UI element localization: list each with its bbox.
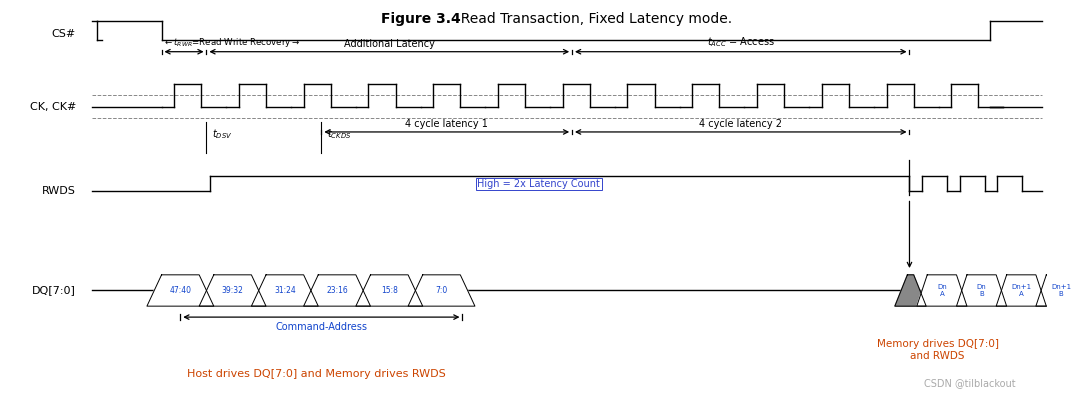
Text: Host drives DQ[7:0] and Memory drives RWDS: Host drives DQ[7:0] and Memory drives RW…	[186, 369, 446, 380]
Text: Memory drives DQ[7:0]
and RWDS: Memory drives DQ[7:0] and RWDS	[877, 339, 998, 361]
Text: 23:16: 23:16	[327, 286, 348, 295]
Text: RWDS: RWDS	[42, 186, 76, 196]
Text: 4 cycle latency 1: 4 cycle latency 1	[405, 119, 488, 129]
Polygon shape	[917, 275, 967, 306]
Text: Dn+1
A: Dn+1 A	[1011, 284, 1031, 297]
Polygon shape	[1036, 275, 1071, 306]
Polygon shape	[356, 275, 423, 306]
Text: CK, CK#: CK, CK#	[30, 102, 76, 112]
Text: Dn
A: Dn A	[937, 284, 947, 297]
Text: Dn+1
B: Dn+1 B	[1051, 284, 1071, 297]
Text: $t_{ACC}$ = Access: $t_{ACC}$ = Access	[707, 35, 774, 49]
Polygon shape	[996, 275, 1046, 306]
Text: 31:24: 31:24	[274, 286, 296, 295]
Text: Command-Address: Command-Address	[275, 322, 367, 332]
Text: 7:0: 7:0	[436, 286, 448, 295]
Polygon shape	[408, 275, 474, 306]
Text: $\leftarrow t_{RWR}$=Read Write Recovery$\rightarrow$: $\leftarrow t_{RWR}$=Read Write Recovery…	[163, 36, 300, 49]
Text: 47:40: 47:40	[169, 286, 192, 295]
Text: DQ[7:0]: DQ[7:0]	[32, 285, 76, 295]
Polygon shape	[956, 275, 1007, 306]
Text: $t_{CKDS}$: $t_{CKDS}$	[327, 128, 351, 141]
Text: Figure 3.4: Figure 3.4	[381, 12, 461, 26]
Text: CSDN @tilblackout: CSDN @tilblackout	[924, 378, 1016, 388]
Text: Additional Latency: Additional Latency	[344, 39, 435, 49]
Polygon shape	[199, 275, 266, 306]
Text: High = 2x Latency Count: High = 2x Latency Count	[478, 179, 600, 189]
Text: $t_{DSV}$: $t_{DSV}$	[212, 128, 232, 141]
Polygon shape	[147, 275, 214, 306]
Text: 4 cycle latency 2: 4 cycle latency 2	[699, 119, 782, 129]
Text: 15:8: 15:8	[381, 286, 397, 295]
Polygon shape	[252, 275, 318, 306]
Text: CS#: CS#	[51, 29, 76, 39]
Polygon shape	[895, 275, 926, 306]
Text: Read Transaction, Fixed Latency mode.: Read Transaction, Fixed Latency mode.	[452, 12, 733, 26]
Polygon shape	[303, 275, 371, 306]
Text: 39:32: 39:32	[222, 286, 243, 295]
Text: Dn
B: Dn B	[977, 284, 986, 297]
